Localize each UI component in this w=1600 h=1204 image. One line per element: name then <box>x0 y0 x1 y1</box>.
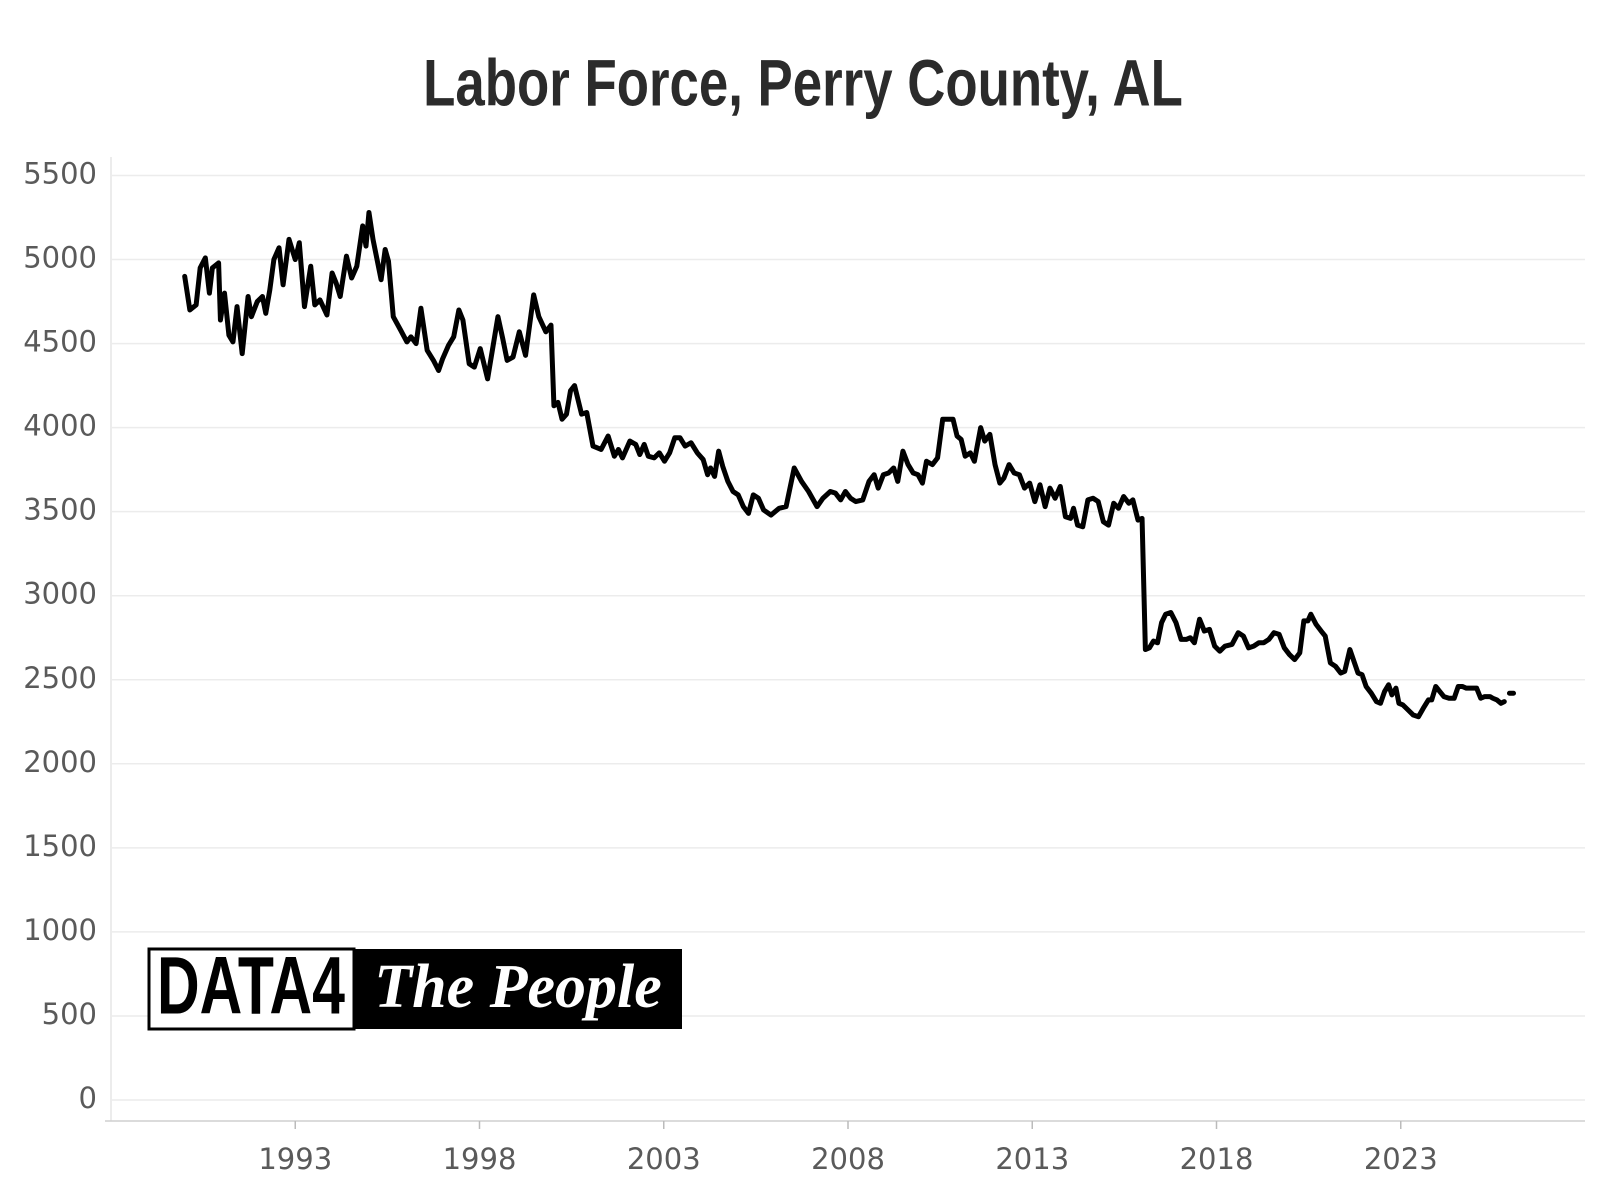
x-tick-label: 2008 <box>811 1142 885 1176</box>
y-tick-label: 1000 <box>23 913 97 947</box>
logo: DATA4 The People <box>147 940 682 1032</box>
y-tick-label: 2500 <box>23 661 97 695</box>
logo-right-box <box>354 949 682 1029</box>
y-tick-label: 1500 <box>23 829 97 863</box>
y-tick-label: 5000 <box>23 241 97 275</box>
y-tick-label: 500 <box>42 997 97 1031</box>
y-tick-label: 4500 <box>23 325 97 359</box>
data-line <box>182 209 1517 720</box>
x-tick-label: 1993 <box>258 1142 332 1176</box>
y-tick-label: 3000 <box>23 577 97 611</box>
y-tick-label: 4000 <box>23 409 97 443</box>
x-tick-label: 2023 <box>1364 1142 1438 1176</box>
chart-title: Labor Force, Perry County, AL <box>423 46 1183 120</box>
logo-left-text: DATA4 <box>157 940 345 1032</box>
x-tick-label: 1998 <box>443 1142 517 1176</box>
y-tick-label: 3500 <box>23 493 97 527</box>
x-tick-label: 2003 <box>627 1142 701 1176</box>
y-tick-label: 5500 <box>23 156 97 190</box>
x-tick-label: 2013 <box>995 1142 1069 1176</box>
x-tick-label: 2018 <box>1180 1142 1254 1176</box>
y-tick-label: 0 <box>79 1081 97 1115</box>
y-tick-label: 2000 <box>23 745 97 779</box>
logo-right-text: The People <box>374 953 662 1021</box>
